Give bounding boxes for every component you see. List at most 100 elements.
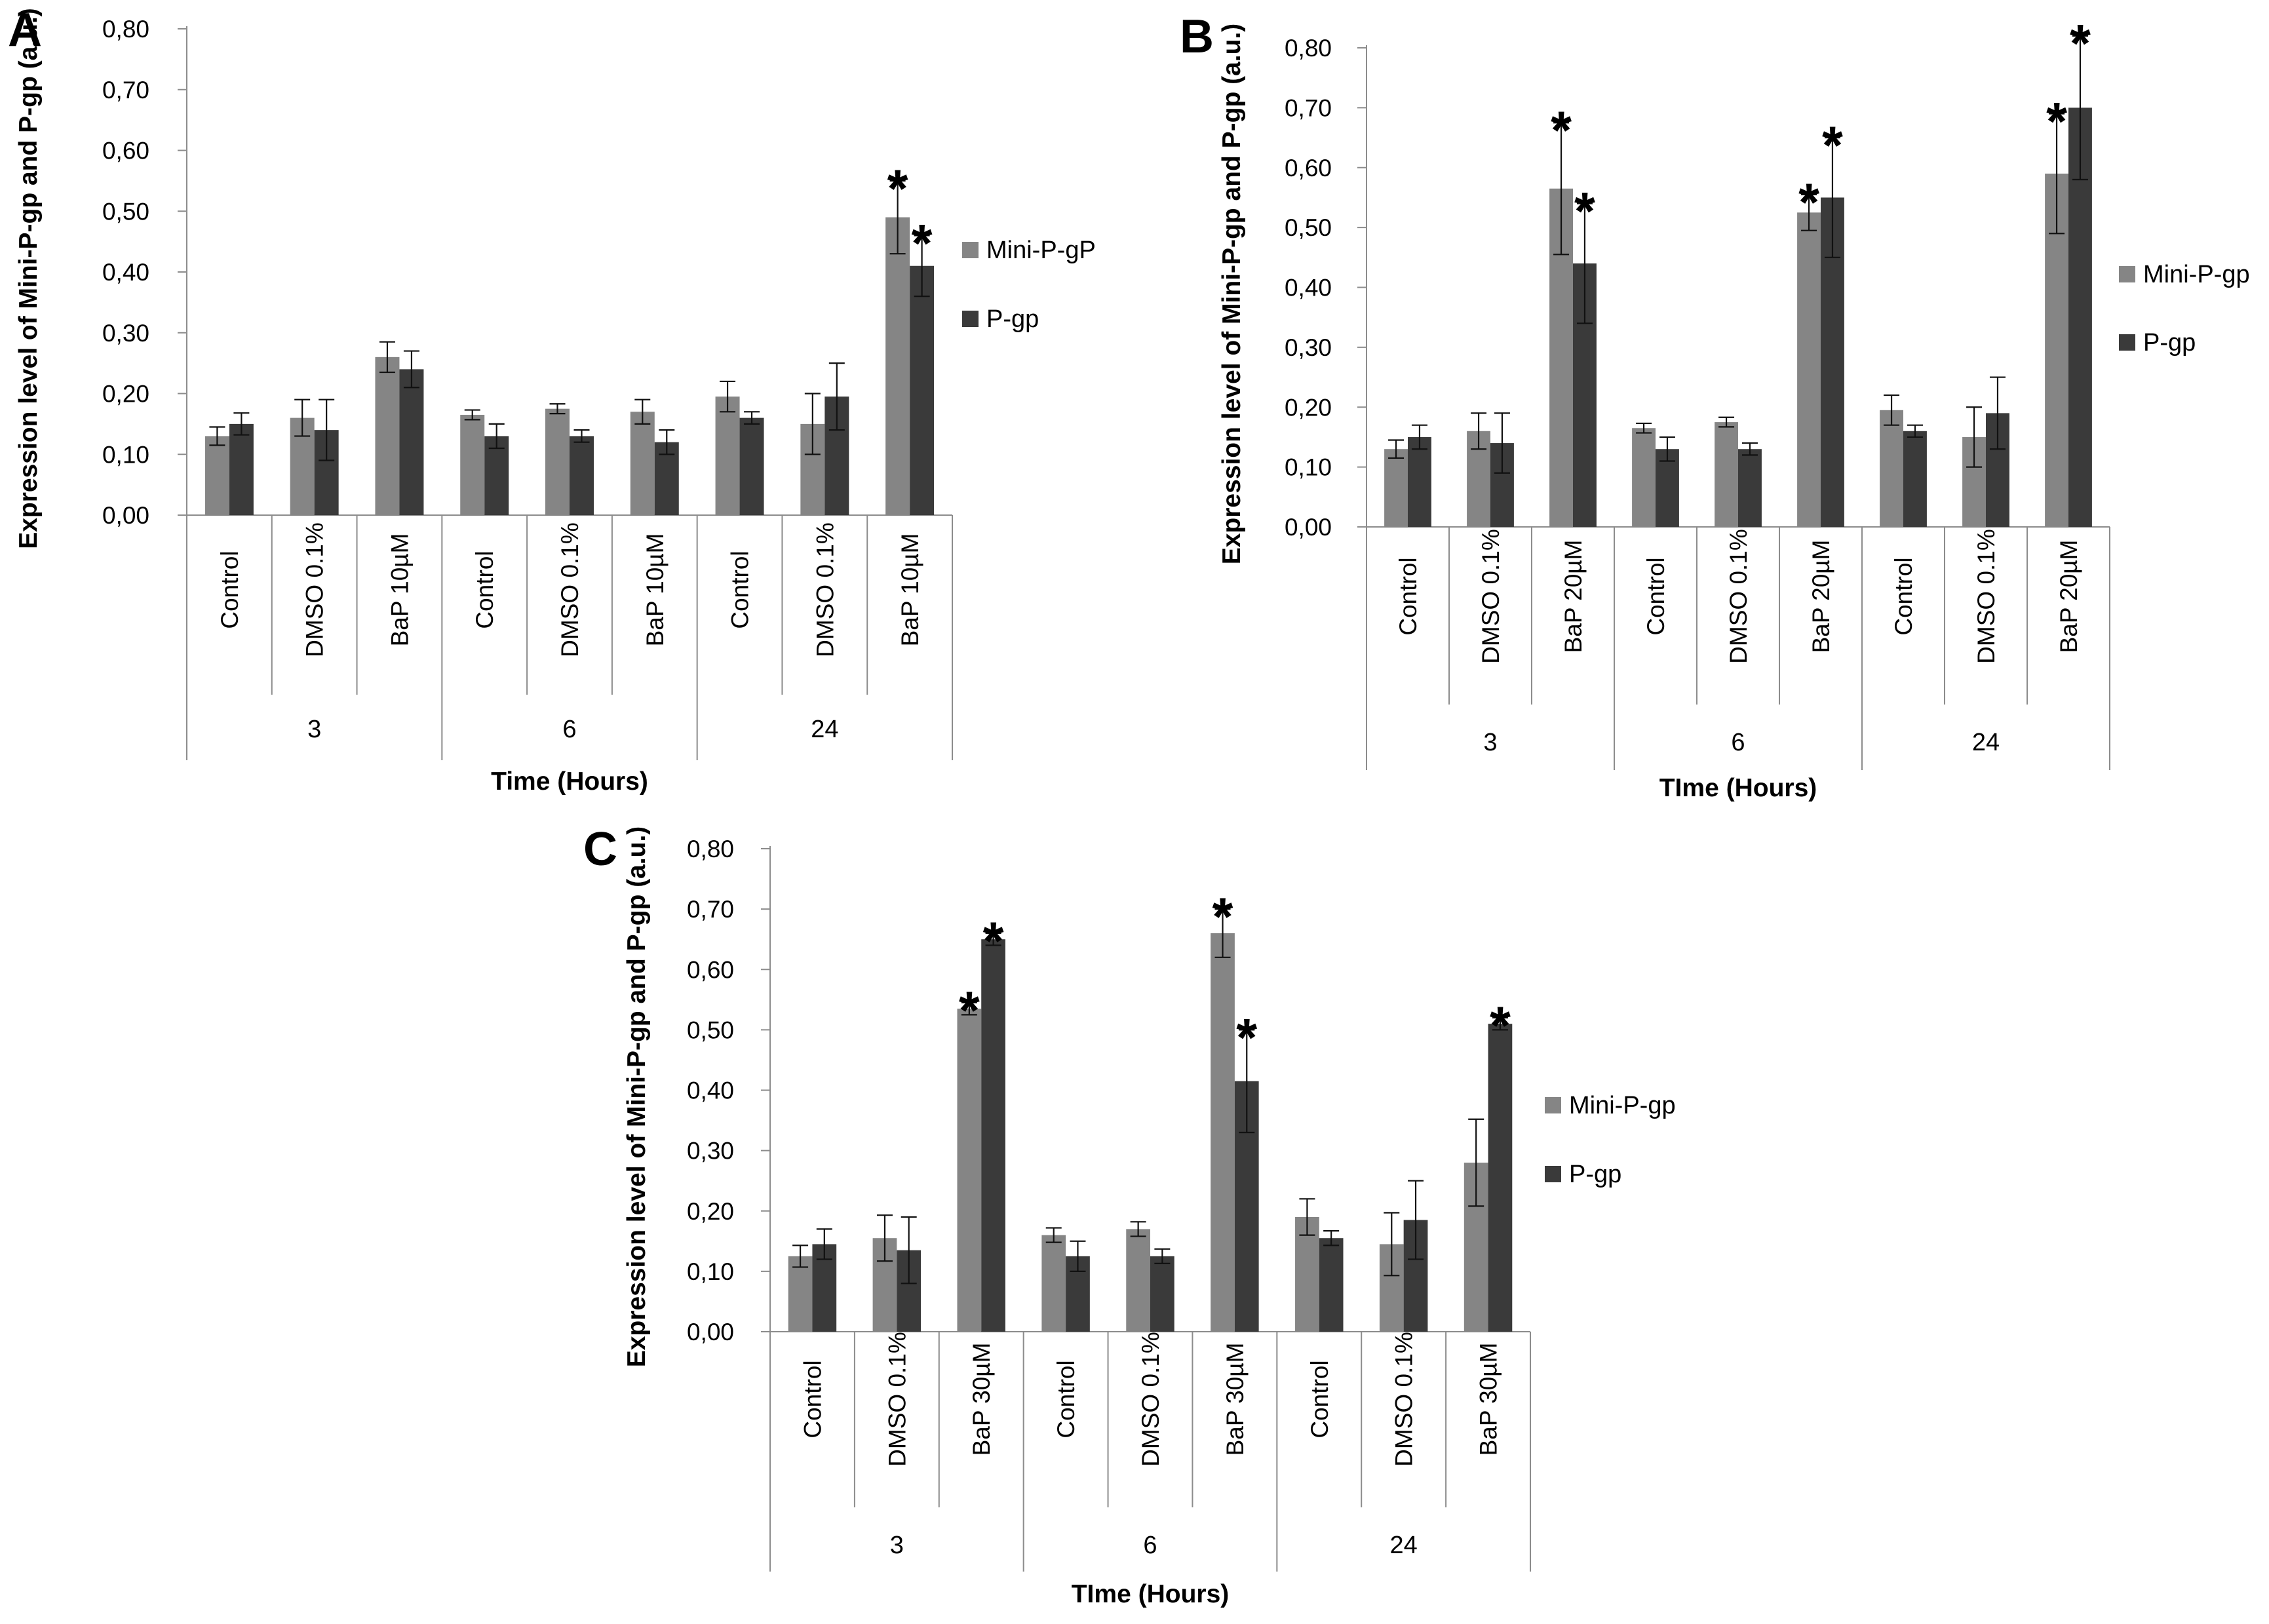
significance-star: * bbox=[887, 159, 908, 219]
y-tick-label: 0,20 bbox=[687, 1198, 734, 1225]
legend-swatch bbox=[2119, 334, 2135, 351]
category-label: BaP 20µM bbox=[1808, 540, 1834, 653]
y-tick-label: 0,80 bbox=[1285, 35, 1332, 62]
category-label: DMSO 0.1% bbox=[811, 522, 838, 657]
legend-label: Mini-P-gp bbox=[1569, 1092, 1676, 1119]
bar bbox=[1715, 422, 1738, 527]
y-tick-label: 0,70 bbox=[102, 77, 149, 104]
category-label: DMSO 0.1% bbox=[556, 522, 583, 657]
category-label: Control bbox=[799, 1360, 826, 1438]
bar bbox=[1632, 428, 1656, 527]
category-label: Control bbox=[471, 551, 498, 628]
y-tick-label: 0,70 bbox=[687, 896, 734, 923]
category-label: DMSO 0.1% bbox=[1973, 529, 2000, 664]
legend-label: P-gp bbox=[1569, 1161, 1621, 1188]
bar bbox=[375, 357, 400, 515]
y-tick-label: 0,40 bbox=[102, 259, 149, 286]
bar bbox=[1408, 436, 1431, 527]
chart-panel-a: A 0,00 0,10 0,20 0,30 0,40 0,50 0,60 0,70 0,80 Con… bbox=[8, 4, 1096, 796]
x-axis-title: Time (Hours) bbox=[491, 767, 648, 796]
y-tick-label: 0,00 bbox=[687, 1319, 734, 1345]
legend-swatch bbox=[2119, 266, 2135, 282]
bar bbox=[715, 396, 740, 515]
y-tick-label: 0,40 bbox=[687, 1077, 734, 1104]
bar bbox=[229, 423, 254, 515]
category-label: DMSO 0.1% bbox=[301, 522, 328, 657]
y-tick-label: 0,50 bbox=[1285, 214, 1332, 241]
y-tick-label: 0,10 bbox=[687, 1258, 734, 1285]
bar bbox=[1880, 410, 1903, 527]
category-label: BaP 30µM bbox=[1222, 1343, 1249, 1456]
category-label: Control bbox=[216, 551, 243, 628]
bar bbox=[739, 417, 764, 515]
bar bbox=[204, 436, 229, 515]
category-label: BaP 10µM bbox=[897, 533, 923, 647]
y-tick-label: 0,60 bbox=[102, 138, 149, 164]
category-label: Control bbox=[727, 551, 754, 628]
category-label: DMSO 0.1% bbox=[883, 1332, 910, 1467]
category-label: BaP 20µM bbox=[2055, 540, 2082, 653]
bar bbox=[630, 412, 655, 515]
legend-label: Mini-P-gp bbox=[2143, 261, 2250, 288]
y-tick-label: 0,50 bbox=[687, 1016, 734, 1043]
significance-star: * bbox=[983, 912, 1004, 971]
y-tick-label: 0,30 bbox=[687, 1138, 734, 1165]
category-label: Control bbox=[1890, 557, 1917, 635]
category-label: Control bbox=[1395, 557, 1422, 635]
significance-star: * bbox=[1490, 996, 1511, 1056]
significance-star: * bbox=[912, 214, 933, 273]
bar bbox=[788, 1256, 813, 1332]
y-tick-label: 0,50 bbox=[102, 198, 149, 225]
category-label: DMSO 0.1% bbox=[1137, 1332, 1164, 1467]
y-axis-title: Expression level of Mini-P-gp and P-gp (… bbox=[14, 8, 43, 549]
bar bbox=[1797, 212, 1821, 527]
x-axis-title: TIme (Hours) bbox=[1659, 774, 1817, 802]
legend-swatch bbox=[1545, 1097, 1561, 1113]
y-tick-label: 0,70 bbox=[1285, 94, 1332, 121]
category-label: BaP 10µM bbox=[386, 533, 413, 647]
bar bbox=[1041, 1235, 1066, 1332]
bar bbox=[981, 939, 1005, 1332]
bar bbox=[1903, 431, 1927, 527]
legend-swatch bbox=[962, 311, 979, 327]
y-tick-label: 0,30 bbox=[102, 320, 149, 347]
category-label: BaP 10µM bbox=[642, 533, 669, 647]
x-axis-title: TIme (Hours) bbox=[1072, 1580, 1230, 1608]
bar bbox=[1384, 449, 1408, 527]
significance-star: * bbox=[1212, 887, 1233, 947]
bar bbox=[910, 265, 935, 515]
bar bbox=[957, 1009, 982, 1332]
bar bbox=[545, 408, 570, 515]
bar bbox=[399, 369, 424, 515]
y-tick-label: 0,40 bbox=[1285, 275, 1332, 301]
chart-panel-c: C 0,00 0,10 0,20 0,30 0,40 0,50 0,60 0,70 0,80 Con… bbox=[583, 823, 1676, 1608]
y-tick-label: 0,80 bbox=[102, 16, 149, 43]
panel-letter: A bbox=[8, 4, 42, 56]
significance-star: * bbox=[2046, 92, 2067, 152]
bar bbox=[1295, 1216, 1319, 1332]
significance-star: * bbox=[959, 981, 980, 1041]
bar bbox=[1126, 1229, 1150, 1332]
bar bbox=[1211, 933, 1235, 1332]
y-tick-label: 0,00 bbox=[102, 502, 149, 529]
significance-star: * bbox=[1822, 116, 1843, 176]
bar bbox=[1488, 1024, 1513, 1332]
bar bbox=[1150, 1256, 1174, 1332]
y-axis-title: Expression level of Mini-P-gp and P-gp (… bbox=[1218, 24, 1246, 565]
y-tick-label: 0,10 bbox=[1285, 454, 1332, 481]
category-label: DMSO 0.1% bbox=[1477, 529, 1504, 664]
group-label: 3 bbox=[1483, 729, 1497, 756]
bar bbox=[1738, 449, 1762, 527]
category-label: BaP 20µM bbox=[1560, 540, 1587, 653]
significance-star: * bbox=[1574, 182, 1595, 242]
group-label: 3 bbox=[307, 716, 321, 743]
bar bbox=[570, 436, 594, 515]
y-tick-label: 0,30 bbox=[1285, 334, 1332, 361]
y-tick-label: 0,20 bbox=[102, 381, 149, 408]
group-label: 24 bbox=[1972, 729, 2000, 756]
group-label: 6 bbox=[562, 716, 576, 743]
category-label: Control bbox=[1053, 1360, 1079, 1438]
y-tick-label: 0,60 bbox=[1285, 155, 1332, 182]
y-tick-label: 0,60 bbox=[687, 956, 734, 983]
